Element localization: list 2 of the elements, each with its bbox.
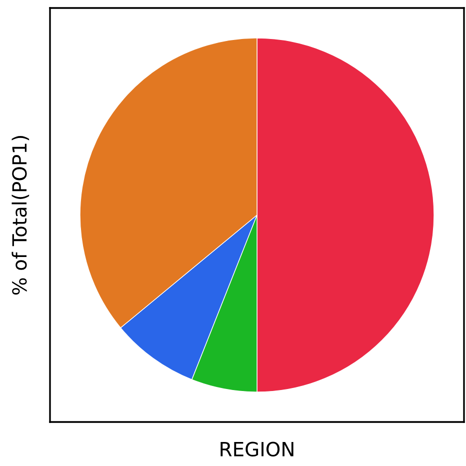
text: REGION [220,442,294,456]
text: % of Total(POP1) [12,136,30,295]
